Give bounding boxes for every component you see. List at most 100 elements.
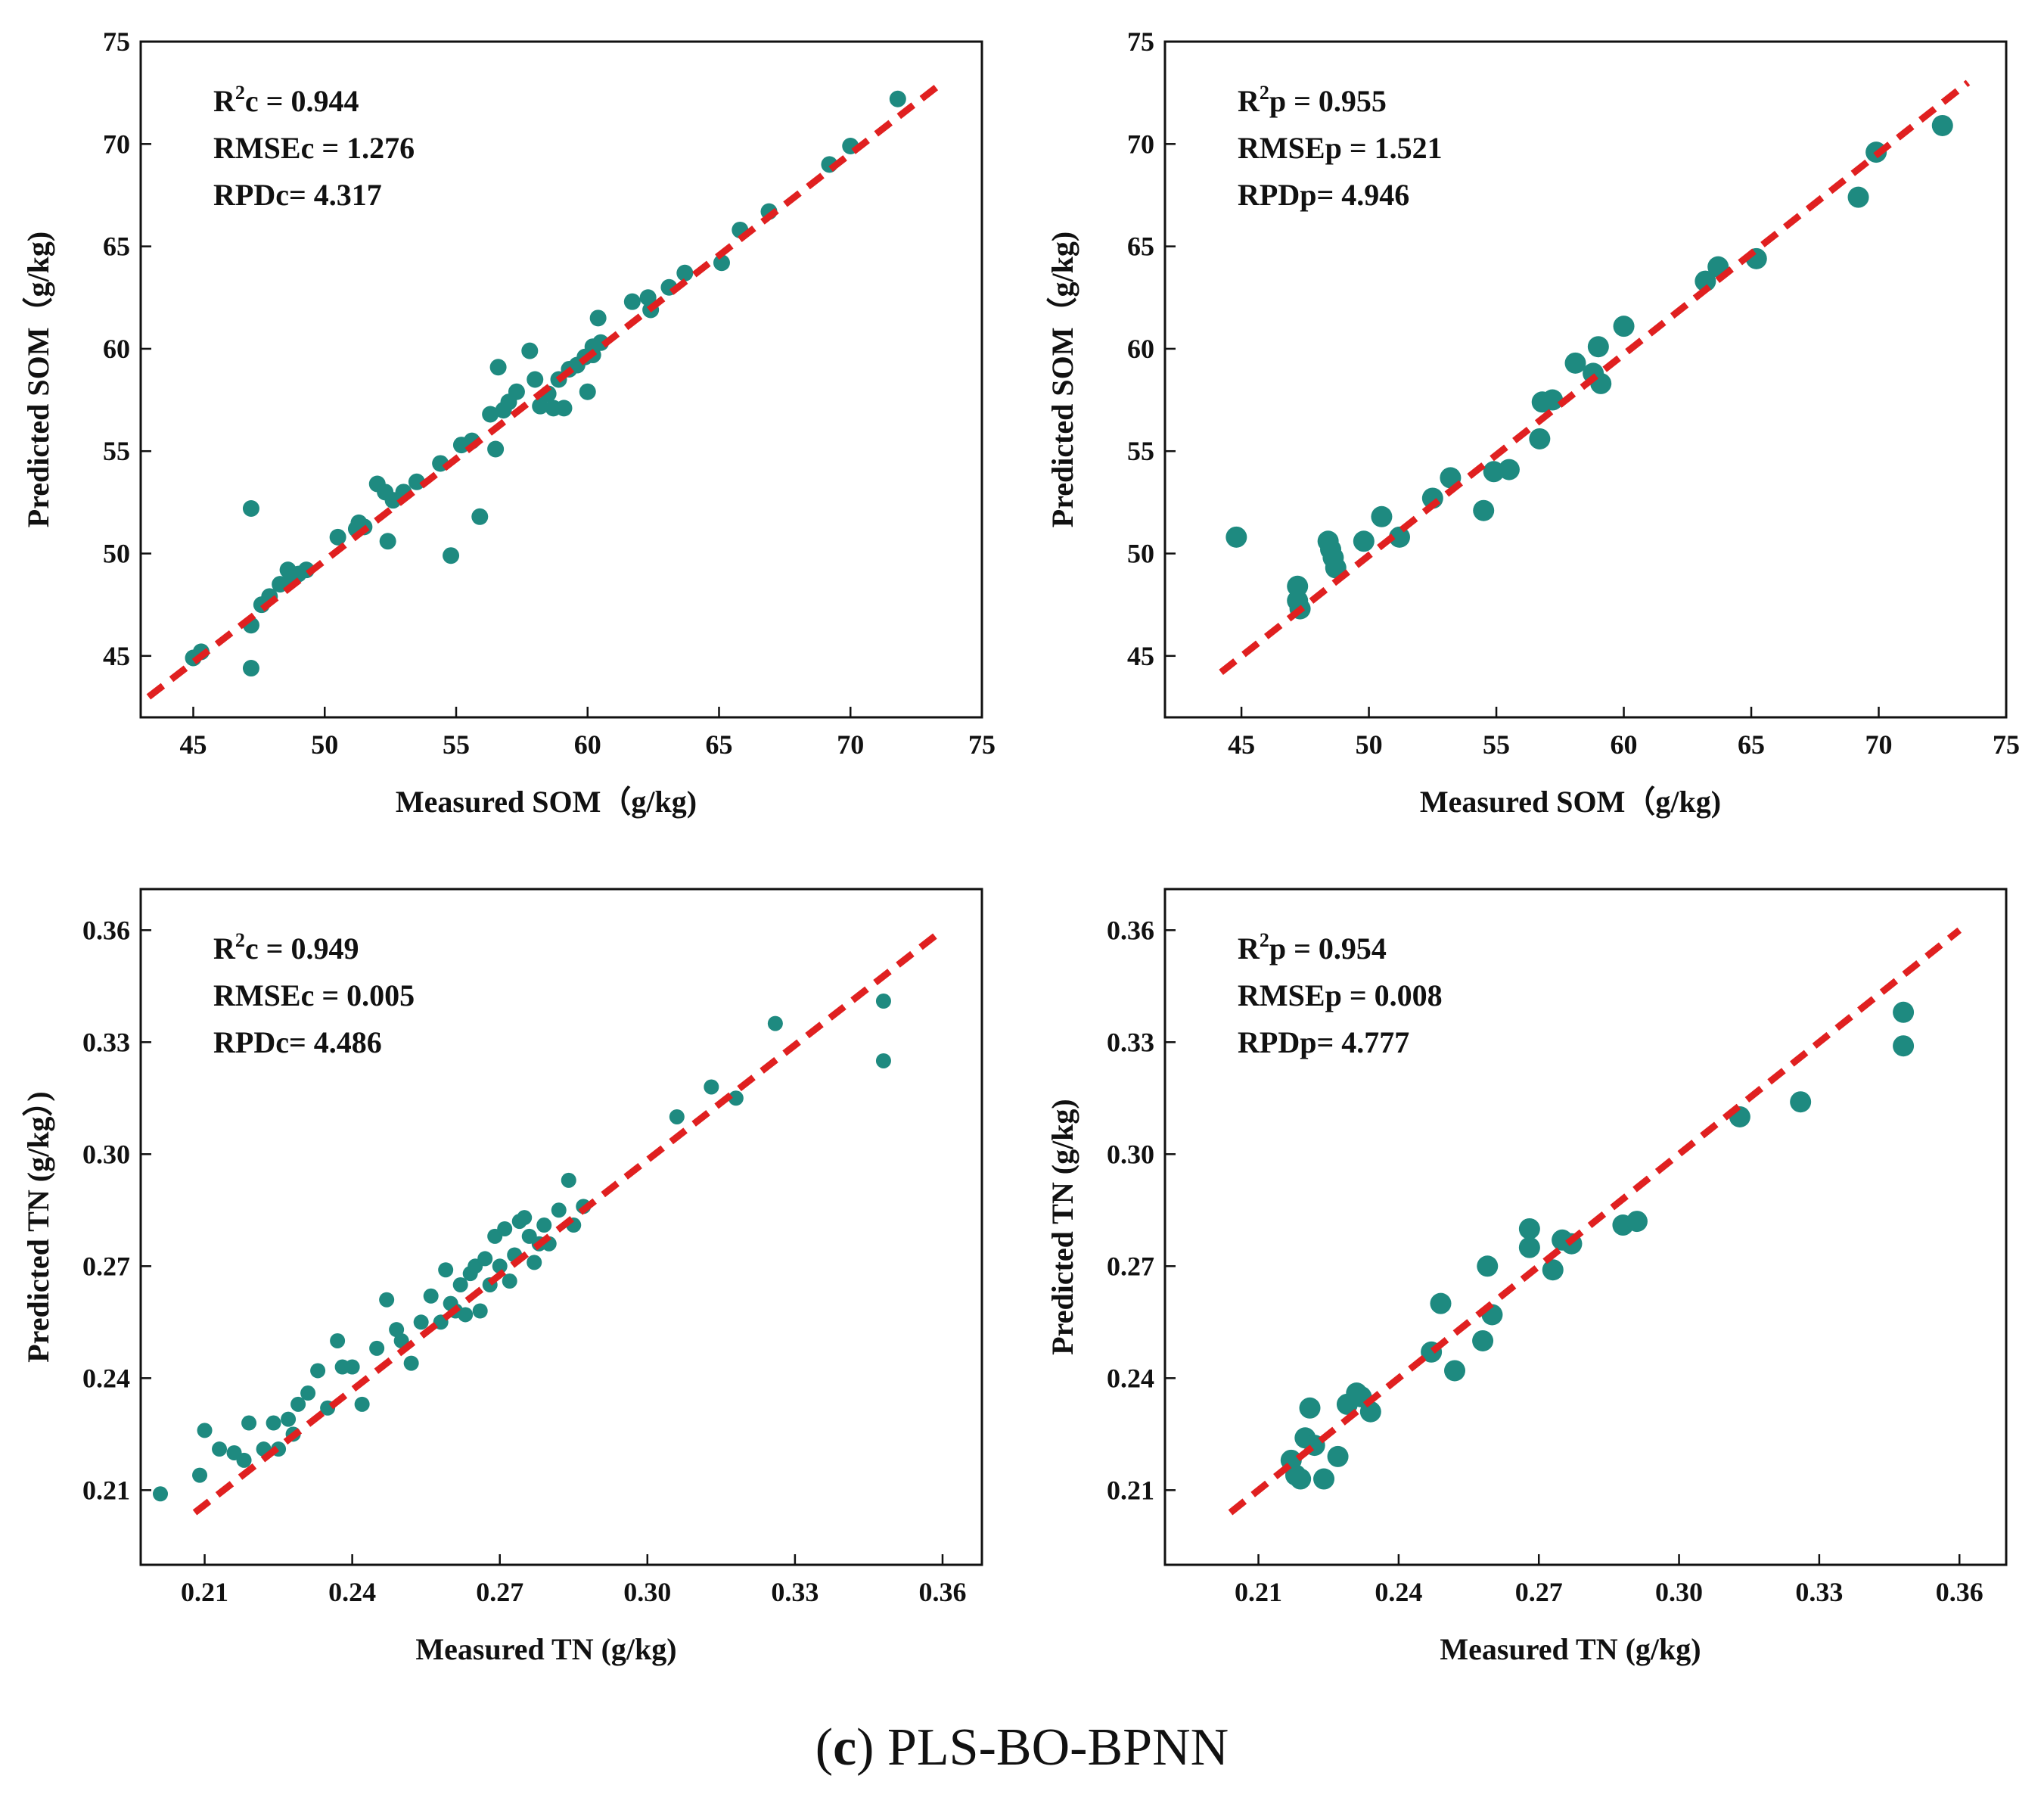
data-point <box>589 309 607 327</box>
plot-frame <box>139 40 983 719</box>
r2-value: p = 0.955 <box>1269 84 1387 118</box>
data-points <box>185 90 906 677</box>
r2-stat: R2c = 0.944 <box>213 82 359 118</box>
y-axis-label: Predicted TN (g/kg) <box>1045 1099 1079 1355</box>
x-tick-label: 70 <box>1865 729 1893 760</box>
data-point <box>290 1396 306 1412</box>
plot-frame <box>139 888 983 1566</box>
data-point <box>713 254 730 272</box>
y-tick-label: 60 <box>103 334 130 364</box>
r2-superscript: 2 <box>1260 929 1269 951</box>
data-point <box>1353 530 1375 552</box>
y-tick-label: 50 <box>103 539 130 569</box>
data-point <box>242 660 259 677</box>
rpd-stat: RPDc= 4.486 <box>213 1025 382 1059</box>
data-point <box>212 1441 228 1457</box>
x-tick-label: 70 <box>837 729 864 760</box>
x-tick-label: 50 <box>311 729 338 760</box>
x-tick-label: 55 <box>1483 729 1510 760</box>
x-tick-label: 65 <box>1738 729 1765 760</box>
data-point <box>241 1415 257 1431</box>
data-point <box>1389 526 1411 548</box>
data-point <box>242 499 259 517</box>
data-point <box>300 1385 316 1401</box>
data-point <box>379 1292 395 1308</box>
data-point <box>1299 1397 1321 1419</box>
data-point <box>502 1273 517 1289</box>
data-point <box>704 1079 719 1095</box>
x-tick-label: 0.21 <box>181 1577 228 1607</box>
fit-line <box>1228 927 1962 1516</box>
y-tick-label: 0.27 <box>1107 1251 1154 1281</box>
data-point <box>1931 114 1953 136</box>
y-axis-label: Predicted TN (g/kg）) <box>21 1091 55 1363</box>
r2-value: c = 0.949 <box>245 931 359 966</box>
data-point <box>669 1109 685 1124</box>
data-point <box>354 1396 370 1412</box>
y-tick-label: 45 <box>103 641 130 671</box>
data-point <box>413 1314 429 1330</box>
r2-stat: R2p = 0.954 <box>1238 929 1387 966</box>
x-tick-label: 0.30 <box>623 1577 671 1607</box>
data-point <box>344 1359 360 1375</box>
caption-letter: c <box>833 1718 857 1777</box>
data-points <box>1225 114 1953 620</box>
data-point <box>1695 270 1716 292</box>
y-tick-label: 0.21 <box>82 1475 130 1505</box>
data-point <box>1287 589 1309 611</box>
data-point <box>266 1415 281 1431</box>
x-axis-label: Measured SOM（g/kg) <box>1420 785 1721 819</box>
r2-value: c = 0.944 <box>245 84 359 118</box>
data-point <box>676 264 694 281</box>
x-tick-label: 50 <box>1356 729 1383 760</box>
data-point <box>487 440 505 458</box>
data-point <box>555 400 573 417</box>
rmse-stat: RMSEp = 1.521 <box>1238 131 1443 165</box>
data-point <box>527 1255 542 1270</box>
y-axis-label: Predicted SOM（g/kg) <box>21 232 55 527</box>
data-point <box>508 383 525 400</box>
data-point <box>889 90 906 107</box>
rmse-stat: RMSEc = 0.005 <box>213 978 415 1012</box>
r2-stat: R2p = 0.955 <box>1238 82 1387 118</box>
y-tick-label: 0.21 <box>1107 1475 1154 1505</box>
data-point <box>1626 1211 1648 1233</box>
x-tick-label: 0.33 <box>1795 1577 1843 1607</box>
data-point <box>517 1210 533 1226</box>
x-tick-label: 60 <box>574 729 601 760</box>
data-point <box>379 533 396 550</box>
y-tick-label: 50 <box>1127 539 1154 569</box>
data-point <box>532 397 549 415</box>
r2-prefix: R <box>1238 931 1260 966</box>
panel-tn-prediction: 0.21 0.24 0.27 0.30 0.33 0.36 0.21 0.24 0.27 0.30… <box>1045 888 2008 1666</box>
data-point <box>1473 499 1495 521</box>
data-point <box>728 1090 744 1106</box>
x-tick-label: 0.27 <box>476 1577 523 1607</box>
plot-frame <box>1163 888 2008 1566</box>
data-point <box>1430 1292 1452 1314</box>
y-tick-label: 70 <box>1127 129 1154 159</box>
data-point <box>369 1340 385 1356</box>
data-point <box>1327 1445 1349 1467</box>
data-point <box>1529 428 1551 449</box>
x-tick-label: 55 <box>443 729 470 760</box>
y-tick-label: 55 <box>1127 436 1154 466</box>
r2-prefix: R <box>213 931 236 966</box>
data-point <box>1371 505 1393 527</box>
plot-frame <box>1163 40 2008 719</box>
data-point <box>1498 459 1520 480</box>
rpd-stat: RPDc= 4.317 <box>213 178 382 212</box>
y-tick-label: 55 <box>103 436 130 466</box>
data-point <box>1847 186 1869 208</box>
x-tick-label: 45 <box>1228 729 1255 760</box>
data-point <box>1893 1035 1915 1057</box>
data-point <box>1564 352 1586 374</box>
y-tick-label: 75 <box>103 26 130 57</box>
data-point <box>1518 1236 1540 1258</box>
data-point <box>423 1288 439 1304</box>
data-point <box>1790 1091 1812 1113</box>
data-point <box>527 371 544 388</box>
data-point <box>452 1277 468 1292</box>
fit-line <box>146 79 945 700</box>
